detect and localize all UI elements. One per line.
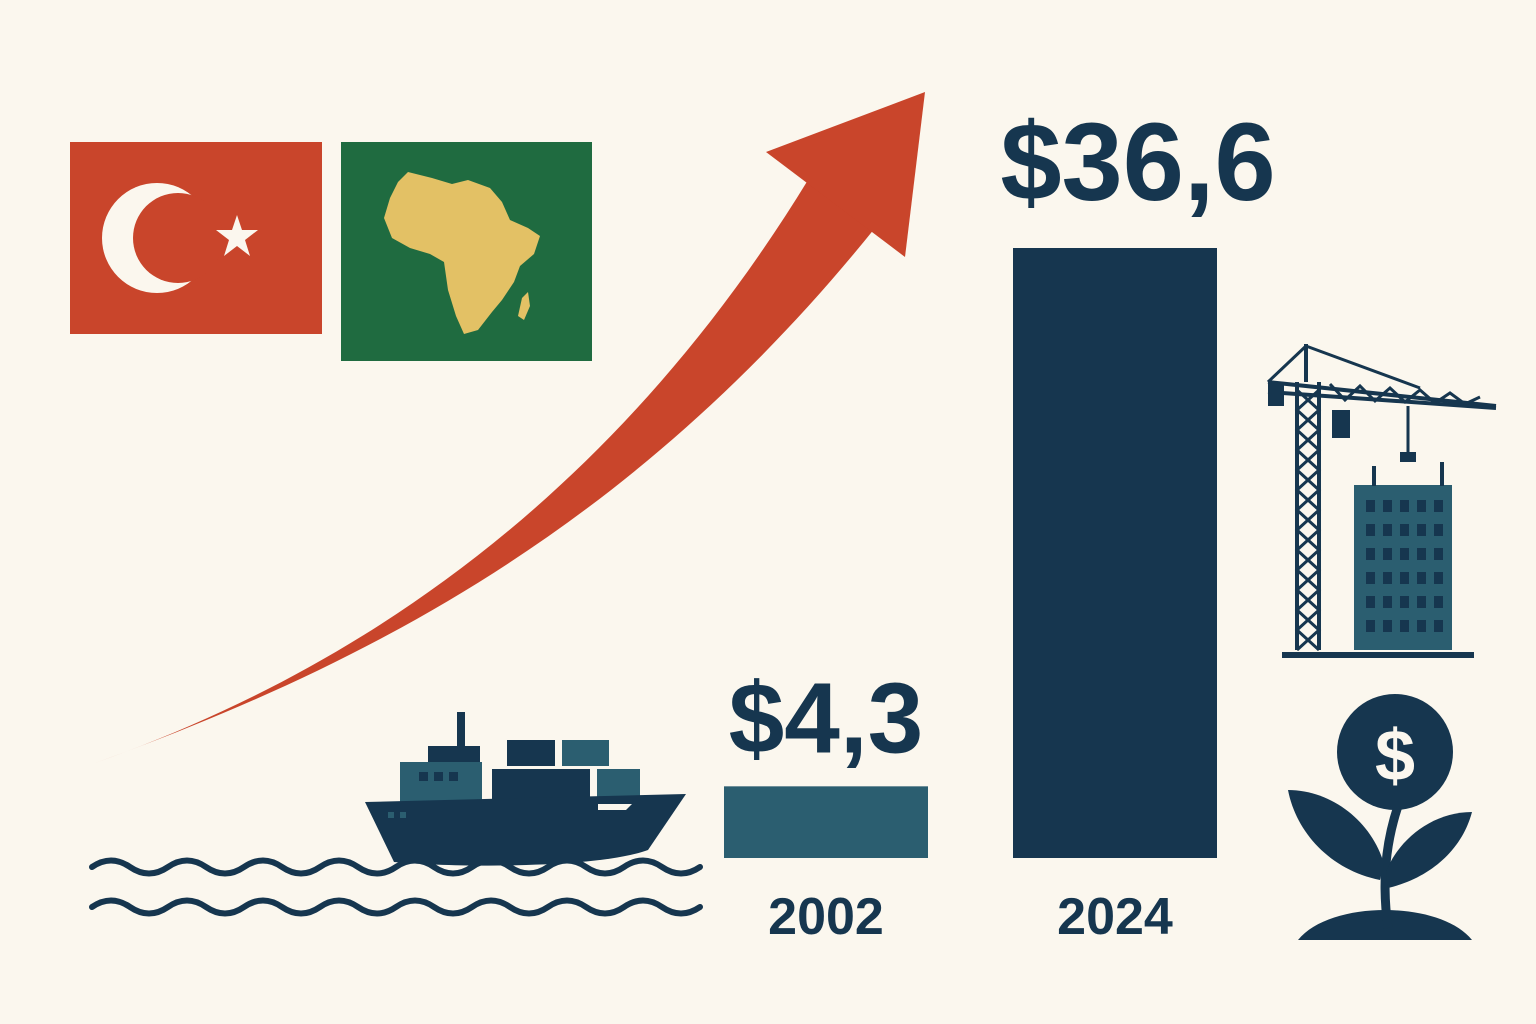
- building-window: [1400, 524, 1409, 536]
- dollar-coin-icon: [1337, 694, 1453, 810]
- turkey-flag-icon: [70, 142, 322, 334]
- building-window: [1434, 548, 1443, 560]
- building-window: [1417, 500, 1426, 512]
- construction-crane-icon: [1266, 344, 1497, 658]
- building-window: [1400, 620, 1409, 632]
- building-window: [1417, 596, 1426, 608]
- building-window: [1400, 500, 1409, 512]
- building-window: [1383, 548, 1392, 560]
- waves-icon: [89, 857, 703, 917]
- crane-hook: [1400, 452, 1416, 462]
- building-window: [1434, 524, 1443, 536]
- crane-counterweight: [1268, 384, 1284, 406]
- building-window: [1366, 572, 1375, 584]
- value-label-2024: $36,6: [1000, 101, 1275, 224]
- year-label-2002: 2002: [768, 888, 884, 946]
- building-window: [1383, 500, 1392, 512]
- bar-2024: [1013, 248, 1217, 858]
- building-window: [1434, 500, 1443, 512]
- cargo-ship-icon: [365, 712, 686, 866]
- building-window: [1400, 596, 1409, 608]
- building-window: [1434, 620, 1443, 632]
- crane-cab: [1332, 410, 1350, 438]
- building-window: [1383, 620, 1392, 632]
- building-window: [1366, 620, 1375, 632]
- building-window: [1417, 524, 1426, 536]
- building-window: [1383, 524, 1392, 536]
- value-label-2002: $4,3: [729, 662, 924, 774]
- bar-2002: [724, 786, 928, 858]
- building-window: [1434, 596, 1443, 608]
- africa-flag-icon: [341, 142, 592, 361]
- building-window: [1366, 500, 1375, 512]
- bar-chart: $4,3 2002 $36,6 2024: [724, 101, 1276, 946]
- building-window: [1400, 572, 1409, 584]
- building-window: [1366, 596, 1375, 608]
- building-window: [1434, 572, 1443, 584]
- building-window: [1417, 620, 1426, 632]
- building-window: [1383, 596, 1392, 608]
- building-window: [1400, 548, 1409, 560]
- building-icon: [1354, 462, 1452, 650]
- year-label-2024: 2024: [1057, 888, 1173, 946]
- trend-arrow-icon: [95, 92, 925, 763]
- building-window: [1366, 548, 1375, 560]
- building-window: [1383, 572, 1392, 584]
- svg-text:$: $: [1375, 716, 1415, 796]
- building-window: [1417, 548, 1426, 560]
- money-plant-icon: $: [1288, 694, 1472, 940]
- building-window: [1417, 572, 1426, 584]
- building-window: [1366, 524, 1375, 536]
